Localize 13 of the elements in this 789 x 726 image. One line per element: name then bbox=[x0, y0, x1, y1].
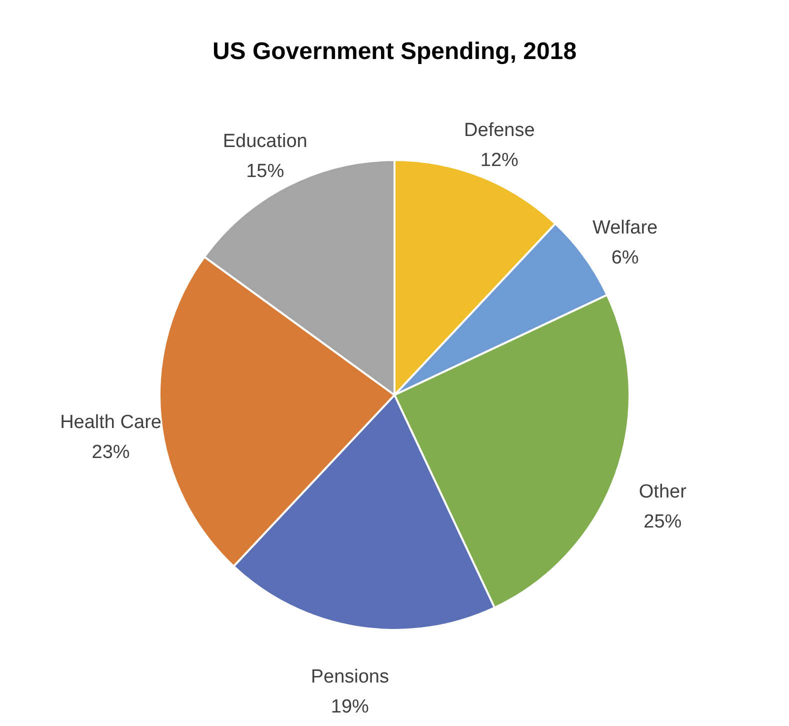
data-label: 23% bbox=[92, 442, 130, 463]
data-label: 19% bbox=[330, 696, 370, 718]
data-label: 25% bbox=[644, 512, 682, 533]
slice-label: Other bbox=[638, 482, 688, 503]
data-label: 6% bbox=[611, 247, 639, 268]
chart-title: US Government Spending, 2018 bbox=[212, 38, 577, 65]
slice-label: Health Care bbox=[60, 412, 162, 433]
slice-label: Pensions bbox=[310, 666, 389, 688]
slice-label: Defense bbox=[464, 120, 535, 142]
slice-label: Welfare bbox=[592, 217, 658, 238]
data-label: 12% bbox=[480, 150, 519, 172]
slice-label: Education bbox=[222, 131, 308, 152]
data-label: 15% bbox=[246, 161, 284, 182]
